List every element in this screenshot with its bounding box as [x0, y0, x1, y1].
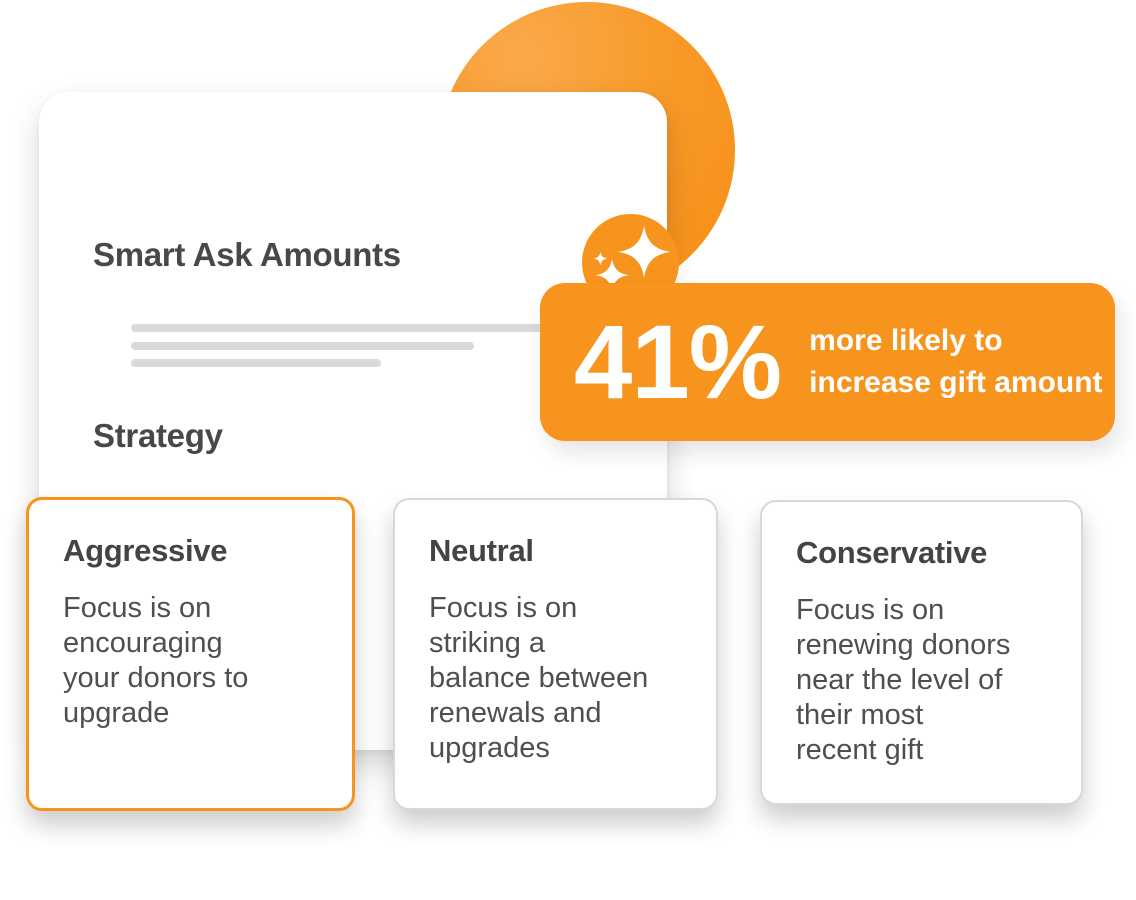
strategy-card-neutral[interactable]: Neutral Focus is on striking a balance b…	[393, 498, 718, 810]
placeholder-line	[131, 342, 474, 350]
strategy-section-label: Strategy	[93, 417, 223, 454]
stat-badge: 41% more likely to increase gift amount	[540, 283, 1115, 441]
strategy-card-conservative[interactable]: Conservative Focus is on renewing donors…	[760, 500, 1083, 805]
placeholder-line	[131, 324, 557, 332]
strategy-card-description: Focus is on striking a balance between r…	[429, 592, 649, 764]
strategy-card-title: Aggressive	[63, 533, 228, 568]
strategy-card-aggressive[interactable]: Aggressive Focus is on encouraging your …	[26, 497, 355, 811]
strategy-card-title: Conservative	[796, 535, 988, 570]
card-title: Smart Ask Amounts	[93, 236, 401, 273]
strategy-card-description: Focus is on renewing donors near the lev…	[796, 594, 1011, 766]
placeholder-line	[131, 359, 381, 367]
strategy-card-title: Neutral	[429, 533, 534, 568]
stat-value: 41%	[574, 303, 782, 421]
strategy-card-description: Focus is on encouraging your donors to u…	[63, 592, 249, 729]
stat-caption: more likely to increase gift amount	[809, 324, 1103, 399]
